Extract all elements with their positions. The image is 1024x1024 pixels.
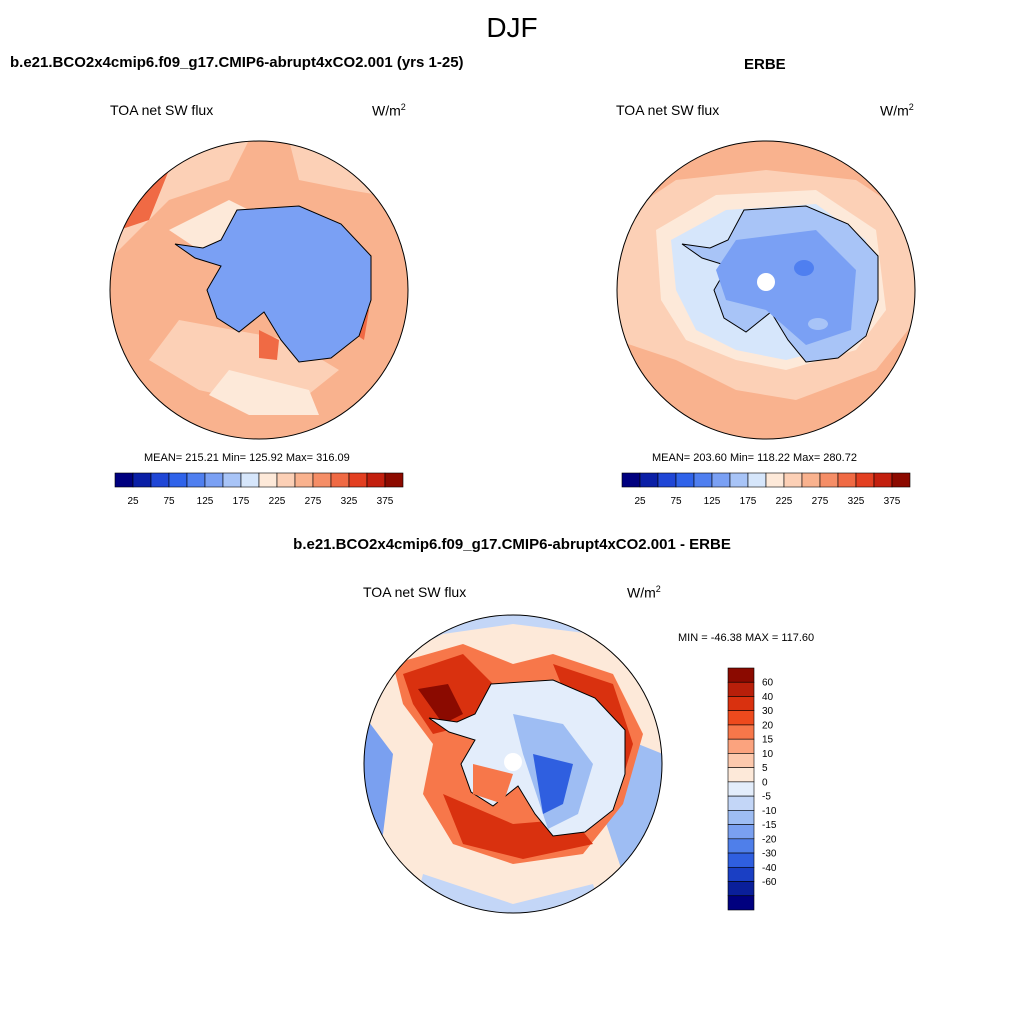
panel1-colorbar-tick-label: 75: [163, 496, 175, 507]
panel3-stats: MIN = -46.38 MAX = 117.60: [678, 632, 815, 644]
panel3-colorbar: 60 40 30 20 15 10 5 0 -5 -10 -15 -20 -30 -40 -60: [727, 667, 777, 911]
panel2-colorbar-swatch: [873, 472, 893, 488]
panel3-colorbar-tick-label: 15: [762, 735, 774, 746]
panel3-colorbar-tick-label: -60: [762, 877, 777, 888]
panel1-colorbar-swatch: [384, 472, 404, 488]
panel1-colorbar-tick-label: 125: [197, 496, 214, 507]
panel3-colorbar-tick-label: -5: [762, 792, 771, 803]
panel3-colorbar-tick-label: 20: [762, 720, 774, 731]
panel3-colorbar-swatch: [727, 781, 755, 797]
panel3-colorbar-swatch: [727, 696, 755, 712]
panel3-title: b.e21.BCO2x4cmip6.f09_g17.CMIP6-abrupt4x…: [293, 536, 731, 553]
panel2-colorbar-tick-label: 325: [848, 496, 865, 507]
panel3-colorbar-tick-label: -15: [762, 820, 777, 831]
panel2-colorbar-tick-label: 25: [634, 496, 646, 507]
panel2-colorbar-tick-label: 125: [704, 496, 721, 507]
panel2-colorbar-swatch: [693, 472, 713, 488]
panel2-colorbar-swatch: [711, 472, 731, 488]
panel1-units-label: W/m2: [372, 102, 406, 119]
panel3-colorbar-swatch: [727, 881, 755, 897]
panel3-colorbar-swatch: [727, 895, 755, 911]
panel2-colorbar-swatch: [765, 472, 785, 488]
panel2-colorbar-swatch: [837, 472, 857, 488]
panel2-colorbar-swatch: [819, 472, 839, 488]
panel3-colorbar-swatch: [727, 866, 755, 882]
panel1-colorbar-swatch: [312, 472, 332, 488]
panel1-colorbar-tick-label: 325: [341, 496, 358, 507]
panel3-colorbar-tick-label: 0: [762, 777, 768, 788]
panel2-variable-label: TOA net SW flux: [616, 102, 720, 118]
panel1-colorbar-swatch: [204, 472, 224, 488]
panel1-variable-label: TOA net SW flux: [110, 102, 214, 118]
panel3-colorbar-tick-label: -20: [762, 834, 777, 845]
panel3-colorbar-tick-label: -10: [762, 806, 777, 817]
panel3-colorbar-tick-label: 40: [762, 692, 774, 703]
panel2-colorbar-swatch: [621, 472, 641, 488]
panel3-variable-label: TOA net SW flux: [363, 584, 467, 600]
panel2-colorbar-swatch: [747, 472, 767, 488]
panel2-colorbar-tick-label: 375: [884, 496, 901, 507]
panel1-colorbar-swatch: [258, 472, 278, 488]
panel1-colorbar-swatch: [132, 472, 152, 488]
panel3-colorbar-tick-label: 5: [762, 763, 768, 774]
panel1-colorbar: 25 75 125 175 225 275 325 375: [114, 472, 404, 507]
panel1-colorbar-swatch: [330, 472, 350, 488]
panel3-colorbar-swatch: [727, 738, 755, 754]
panel1-stats: MEAN= 215.21 Min= 125.92 Max= 316.09: [144, 452, 350, 464]
panel2-colorbar-swatch: [657, 472, 677, 488]
panel1-colorbar-swatch: [114, 472, 134, 488]
panel3-colorbar-swatch: [727, 838, 755, 854]
panel2-colorbar-swatch: [639, 472, 659, 488]
panel1-colorbar-swatch: [186, 472, 206, 488]
panel1-polar-map: [109, 140, 409, 440]
figure-title: DJF: [486, 12, 538, 43]
panel3-colorbar-swatch: [727, 824, 755, 840]
panel3-colorbar-swatch: [727, 852, 755, 868]
panel2-colorbar-swatch: [729, 472, 749, 488]
panel2-colorbar-tick-label: 75: [670, 496, 682, 507]
panel1-colorbar-swatch: [276, 472, 296, 488]
panel2-units-label: W/m2: [880, 102, 914, 119]
panel2-colorbar-swatch: [801, 472, 821, 488]
panel1-colorbar-swatch: [366, 472, 386, 488]
panel2-colorbar-tick-label: 275: [812, 496, 829, 507]
panel2-polar-map: [616, 140, 916, 440]
panel1-colorbar-tick-label: 175: [233, 496, 250, 507]
panel2-colorbar-swatch: [855, 472, 875, 488]
panel3-colorbar-swatch: [727, 681, 755, 697]
panel3-polar-map: [363, 614, 663, 914]
panel2-colorbar-swatch: [675, 472, 695, 488]
panel3-colorbar-swatch: [727, 810, 755, 825]
panel3-colorbar-swatch: [727, 753, 755, 768]
panel3-colorbar-swatch: [727, 795, 755, 811]
panel1-title: b.e21.BCO2x4cmip6.f09_g17.CMIP6-abrupt4x…: [10, 54, 464, 71]
panel3-units-label: W/m2: [627, 584, 661, 601]
panel1-colorbar-tick-label: 275: [305, 496, 322, 507]
panel2-colorbar-swatch: [891, 472, 911, 488]
panel3-colorbar-swatch: [727, 767, 755, 783]
panel3-colorbar-tick-label: -30: [762, 849, 777, 860]
panel2-stats: MEAN= 203.60 Min= 118.22 Max= 280.72: [652, 452, 857, 464]
panel2-colorbar-swatch: [783, 472, 803, 488]
panel2-colorbar-tick-label: 175: [740, 496, 757, 507]
panel1-colorbar-swatch: [240, 472, 260, 488]
panel3-colorbar-tick-label: -40: [762, 863, 777, 874]
panel1-colorbar-swatch: [348, 472, 368, 488]
panel2-colorbar: 25 75 125 175 225 275 325 375: [621, 472, 911, 507]
panel1-colorbar-tick-label: 25: [127, 496, 139, 507]
panel3-colorbar-swatch: [727, 667, 755, 683]
panel3-colorbar-tick-label: 60: [762, 678, 774, 689]
panel1-colorbar-swatch: [150, 472, 170, 488]
panel3-colorbar-tick-label: 10: [762, 749, 774, 760]
panel2-colorbar-tick-label: 225: [776, 496, 793, 507]
panel1-colorbar-tick-label: 225: [269, 496, 286, 507]
panel3-colorbar-swatch: [727, 724, 755, 740]
panel3-colorbar-swatch: [727, 710, 755, 726]
panel3-colorbar-tick-label: 30: [762, 706, 774, 717]
panel1-colorbar-swatch: [294, 472, 314, 488]
panel1-colorbar-tick-label: 375: [377, 496, 394, 507]
panel1-colorbar-swatch: [222, 472, 242, 488]
panel1-colorbar-swatch: [168, 472, 188, 488]
panel2-title: ERBE: [744, 56, 786, 73]
